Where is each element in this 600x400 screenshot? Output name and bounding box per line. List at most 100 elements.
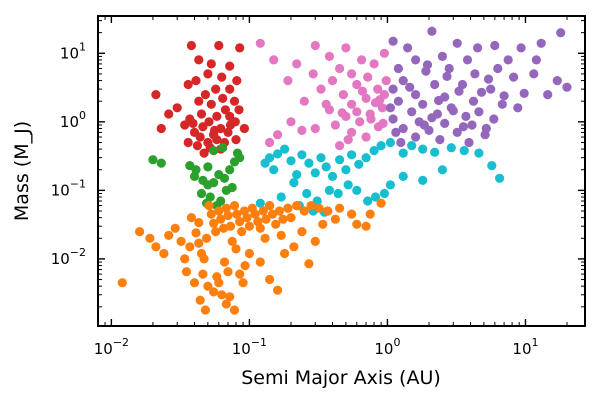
data-point	[225, 221, 236, 231]
data-point	[324, 51, 334, 62]
data-point	[363, 72, 373, 82]
data-point	[448, 106, 458, 116]
data-point	[299, 96, 309, 106]
data-point	[211, 227, 221, 237]
data-point	[242, 213, 252, 223]
data-point	[159, 248, 169, 259]
x-tick-base: 10	[512, 340, 531, 358]
x-tick-exponent: 0	[393, 336, 400, 349]
data-point	[200, 305, 210, 315]
data-point	[352, 219, 362, 229]
data-point	[318, 219, 328, 229]
data-point	[204, 201, 214, 211]
data-point	[214, 40, 224, 51]
data-point	[430, 147, 440, 157]
data-point	[487, 161, 497, 171]
x-tick-label: 10−2	[94, 336, 129, 358]
data-point	[189, 171, 200, 181]
data-point	[206, 209, 216, 219]
data-point	[341, 43, 351, 53]
data-point	[302, 188, 312, 199]
data-point	[513, 103, 523, 113]
data-point	[206, 59, 216, 69]
data-point	[375, 95, 385, 105]
data-point	[437, 51, 447, 62]
data-point	[232, 76, 242, 86]
data-point	[347, 209, 357, 219]
data-point	[225, 292, 235, 302]
data-point	[330, 214, 340, 224]
data-point	[271, 219, 281, 229]
data-point	[255, 198, 265, 208]
data-point	[398, 171, 408, 181]
data-point	[459, 146, 469, 156]
data-point	[341, 165, 351, 175]
x-tick-label: 101	[512, 336, 538, 358]
data-point	[191, 228, 201, 238]
data-point	[297, 227, 307, 237]
y-tick-base: 10	[60, 113, 79, 131]
data-point	[452, 127, 462, 137]
y-tick-label: 10−2	[51, 246, 86, 268]
data-point	[385, 103, 395, 113]
data-point	[304, 259, 314, 269]
data-point	[352, 185, 362, 195]
data-point	[444, 63, 454, 74]
data-point	[297, 150, 307, 160]
data-point	[227, 182, 237, 193]
data-point	[240, 261, 250, 271]
data-point	[452, 38, 462, 48]
data-point	[135, 227, 145, 237]
data-point	[464, 137, 474, 148]
data-point	[476, 87, 487, 97]
data-point	[422, 60, 433, 70]
data-point	[391, 127, 401, 137]
data-point	[239, 123, 249, 134]
data-point	[361, 93, 371, 103]
data-point	[516, 43, 526, 53]
y-tick-label: 10−1	[51, 177, 86, 199]
data-point	[223, 210, 233, 221]
data-point	[189, 278, 200, 288]
data-point	[330, 120, 340, 130]
data-point	[352, 79, 362, 90]
y-tick-exponent: −1	[70, 177, 86, 190]
data-point	[260, 233, 270, 243]
data-point	[209, 218, 219, 228]
x-tick-exponent: −1	[251, 336, 267, 349]
data-point	[388, 114, 398, 124]
data-point	[237, 227, 247, 237]
data-point	[212, 111, 222, 121]
data-point	[347, 99, 357, 109]
data-point	[194, 55, 204, 65]
data-point	[470, 69, 480, 79]
data-point	[211, 84, 221, 94]
data-point	[430, 79, 440, 90]
y-tick-base: 10	[60, 44, 79, 62]
data-point	[218, 93, 228, 103]
data-point	[235, 43, 245, 53]
data-point	[202, 233, 212, 243]
y-tick-exponent: −2	[70, 246, 86, 259]
data-point	[531, 55, 542, 65]
data-point	[261, 214, 271, 224]
data-point	[377, 103, 387, 113]
data-point	[231, 135, 241, 145]
data-point	[223, 267, 233, 277]
data-point	[286, 156, 296, 166]
data-point	[225, 61, 235, 71]
y-axis-label: Mass (M_J)	[11, 121, 33, 221]
data-point	[483, 74, 494, 84]
data-point	[316, 153, 326, 163]
data-point	[396, 137, 406, 148]
data-point	[265, 153, 275, 163]
data-point	[214, 206, 224, 216]
data-point	[481, 123, 491, 134]
data-point	[221, 299, 231, 309]
data-point	[267, 209, 278, 219]
data-point	[151, 242, 161, 252]
data-point	[418, 144, 428, 154]
data-point	[283, 76, 293, 86]
data-point	[204, 117, 214, 127]
data-point	[434, 95, 444, 106]
